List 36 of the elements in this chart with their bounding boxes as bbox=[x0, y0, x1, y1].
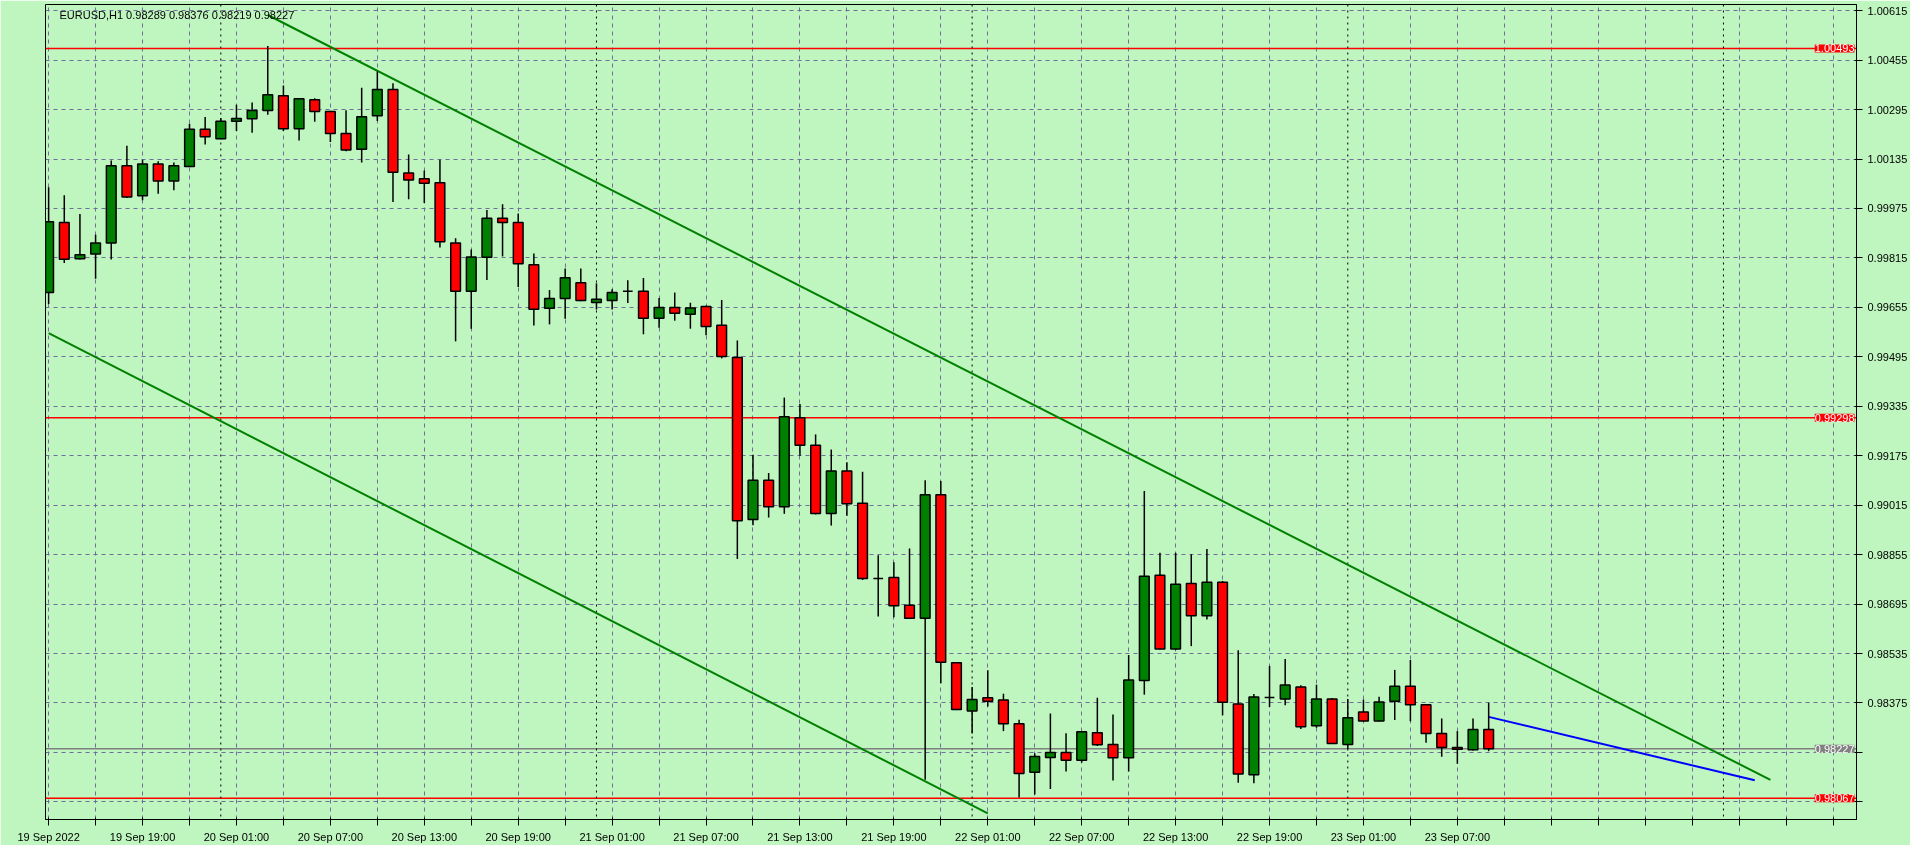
x-tick-label: 21 Sep 13:00 bbox=[767, 830, 833, 843]
ref-line-label: 0.98227 bbox=[1814, 742, 1855, 755]
x-tick-label: 20 Sep 13:00 bbox=[391, 830, 458, 843]
x-tick-label: 19 Sep 19:00 bbox=[109, 830, 176, 843]
y-tick-label: 0.99175 bbox=[1867, 449, 1908, 462]
y-tick-label: 1.00615 bbox=[1867, 4, 1908, 17]
y-tick-label: 0.99975 bbox=[1867, 202, 1908, 215]
x-tick-label: 22 Sep 13:00 bbox=[1142, 830, 1209, 843]
y-tick-label: 0.98535 bbox=[1867, 647, 1908, 660]
y-tick-label: 0.99495 bbox=[1867, 350, 1908, 363]
y-tick-label: 0.99015 bbox=[1867, 499, 1908, 512]
x-tick-label: 21 Sep 19:00 bbox=[861, 830, 927, 843]
x-tick-label: 22 Sep 07:00 bbox=[1048, 830, 1115, 843]
x-tick-label: 23 Sep 07:00 bbox=[1424, 830, 1491, 843]
chart-title: EURUSD,H1 0.98289 0.98376 0.98219 0.98227 bbox=[59, 8, 295, 21]
x-tick-label: 22 Sep 01:00 bbox=[955, 830, 1021, 843]
x-tick-label: 20 Sep 19:00 bbox=[485, 830, 551, 843]
y-tick-label: 0.98695 bbox=[1867, 598, 1908, 611]
y-tick-label: 1.00135 bbox=[1867, 153, 1908, 166]
y-tick-label: 0.98375 bbox=[1867, 696, 1908, 709]
x-tick-label: 21 Sep 01:00 bbox=[579, 830, 645, 843]
y-tick-label: 1.00455 bbox=[1867, 54, 1908, 67]
ref-line-label: 1.00493 bbox=[1814, 42, 1855, 55]
x-tick-label: 19 Sep 2022 bbox=[17, 830, 80, 843]
y-tick-label: 0.99815 bbox=[1867, 251, 1908, 264]
ref-line-label: 0.98067 bbox=[1814, 792, 1855, 805]
x-tick-label: 22 Sep 19:00 bbox=[1236, 830, 1303, 843]
x-tick-label: 23 Sep 01:00 bbox=[1330, 830, 1397, 843]
y-tick-label: 0.99335 bbox=[1867, 400, 1908, 413]
x-tick-label: 20 Sep 07:00 bbox=[297, 830, 364, 843]
ref-line-label: 0.99298 bbox=[1814, 411, 1855, 424]
y-tick-label: 0.98855 bbox=[1867, 548, 1908, 561]
y-tick-label: 1.00295 bbox=[1867, 103, 1908, 116]
x-tick-label: 21 Sep 07:00 bbox=[673, 830, 739, 843]
y-tick-label: 0.99655 bbox=[1867, 301, 1908, 314]
x-tick-label: 20 Sep 01:00 bbox=[203, 830, 270, 843]
